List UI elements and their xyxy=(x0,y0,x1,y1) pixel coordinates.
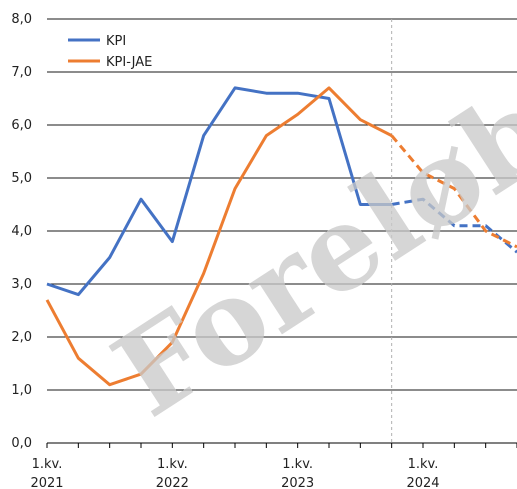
y-tick-label: 6,0 xyxy=(11,118,32,133)
x-tick-year: 2021 xyxy=(30,476,63,489)
legend-label: KPI-JAE xyxy=(106,55,152,70)
series-lines xyxy=(45,86,517,387)
series-forecast-line-1 xyxy=(390,134,517,249)
series-line-0 xyxy=(46,86,392,297)
watermark-text: Foreløbig xyxy=(91,0,517,443)
y-tick-label: 4,0 xyxy=(11,224,32,239)
x-tick-year: 2022 xyxy=(156,476,189,489)
y-tick-label: 5,0 xyxy=(11,171,32,186)
x-axis: 1.kv. 2021 1.kv. 2022 1.kv. 2023 1.kv. 2024 xyxy=(30,443,517,489)
legend: KPI KPI-JAE xyxy=(68,34,152,70)
series-forecast-line-0 xyxy=(391,197,517,254)
x-tick-label: 1.kv. xyxy=(408,457,439,472)
y-tick-label: 1,0 xyxy=(11,383,32,398)
x-tick-label: 1.kv. xyxy=(282,457,313,472)
x-tick-year: 2023 xyxy=(281,476,314,489)
y-tick-label: 7,0 xyxy=(11,65,32,80)
x-tick-year: 2024 xyxy=(406,476,439,489)
legend-label: KPI xyxy=(106,34,126,49)
y-tick-label: 2,0 xyxy=(11,330,32,345)
y-tick-label: 0,0 xyxy=(11,436,32,451)
y-axis-ticks: 0,0 1,0 2,0 3,0 4,0 5,0 6,0 7,0 8,0 xyxy=(11,12,32,451)
y-tick-label: 8,0 xyxy=(11,12,32,27)
x-tick-label: 1.kv. xyxy=(157,457,188,472)
y-tick-label: 3,0 xyxy=(11,277,32,292)
x-tick-label: 1.kv. xyxy=(32,457,63,472)
series-line-1 xyxy=(45,86,393,387)
